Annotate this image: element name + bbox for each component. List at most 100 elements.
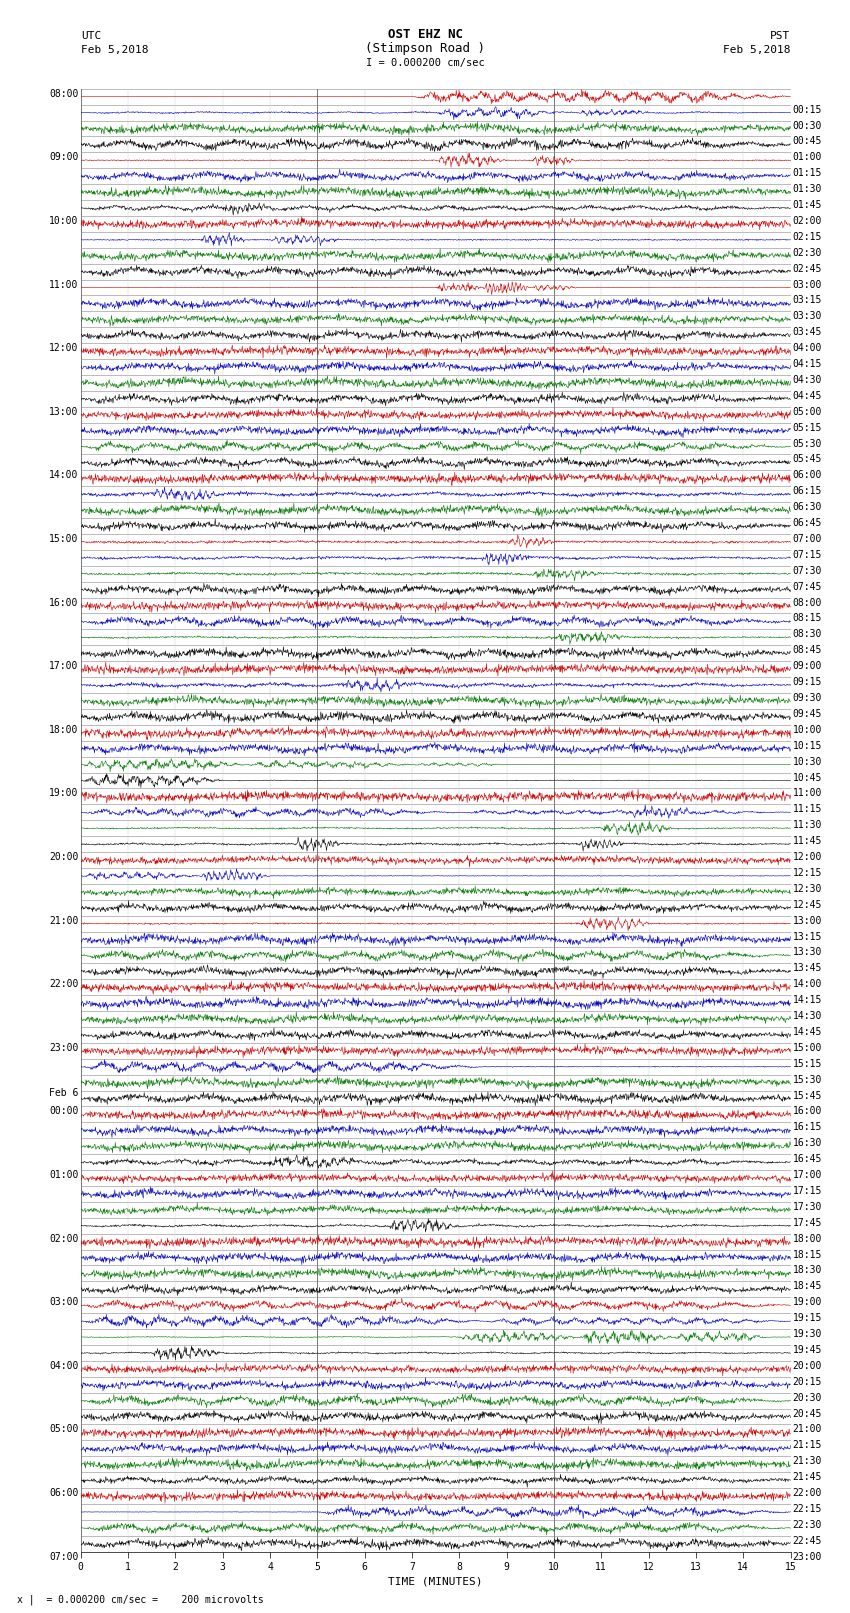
Text: 13:30: 13:30 (793, 947, 822, 958)
Text: 10:00: 10:00 (793, 724, 822, 736)
Text: 12:30: 12:30 (793, 884, 822, 894)
Text: 20:00: 20:00 (49, 852, 78, 861)
Text: I = 0.000200 cm/sec: I = 0.000200 cm/sec (366, 58, 484, 68)
Text: 20:30: 20:30 (793, 1392, 822, 1403)
Text: 22:30: 22:30 (793, 1519, 822, 1529)
Text: 02:30: 02:30 (793, 248, 822, 258)
Text: 13:15: 13:15 (793, 932, 822, 942)
Text: 21:00: 21:00 (793, 1424, 822, 1434)
Text: 05:30: 05:30 (793, 439, 822, 448)
Text: 15:00: 15:00 (793, 1044, 822, 1053)
Text: 15:00: 15:00 (49, 534, 78, 544)
Text: 01:00: 01:00 (793, 152, 822, 163)
Text: 19:15: 19:15 (793, 1313, 822, 1323)
Text: 15:45: 15:45 (793, 1090, 822, 1100)
Text: 09:15: 09:15 (793, 677, 822, 687)
Text: 06:00: 06:00 (49, 1489, 78, 1498)
Text: 20:15: 20:15 (793, 1378, 822, 1387)
Text: 16:30: 16:30 (793, 1139, 822, 1148)
Text: 21:00: 21:00 (49, 916, 78, 926)
Text: 11:30: 11:30 (793, 821, 822, 831)
Text: 12:00: 12:00 (49, 344, 78, 353)
Text: 14:30: 14:30 (793, 1011, 822, 1021)
Text: 02:00: 02:00 (49, 1234, 78, 1244)
Text: 22:45: 22:45 (793, 1536, 822, 1545)
Text: 13:00: 13:00 (49, 406, 78, 416)
Text: 04:45: 04:45 (793, 390, 822, 402)
Text: 20:00: 20:00 (793, 1361, 822, 1371)
Text: 19:00: 19:00 (793, 1297, 822, 1307)
Text: 04:00: 04:00 (49, 1361, 78, 1371)
Text: 11:45: 11:45 (793, 836, 822, 847)
Text: 21:45: 21:45 (793, 1473, 822, 1482)
Text: 15:15: 15:15 (793, 1058, 822, 1069)
Text: OST EHZ NC: OST EHZ NC (388, 27, 462, 40)
Text: 19:30: 19:30 (793, 1329, 822, 1339)
Text: 07:00: 07:00 (793, 534, 822, 544)
Text: 19:00: 19:00 (49, 789, 78, 798)
Text: 07:30: 07:30 (793, 566, 822, 576)
Text: 09:45: 09:45 (793, 708, 822, 719)
Text: 06:30: 06:30 (793, 502, 822, 513)
Text: 00:30: 00:30 (793, 121, 822, 131)
Text: 08:15: 08:15 (793, 613, 822, 624)
Text: 03:15: 03:15 (793, 295, 822, 305)
Text: PST: PST (770, 31, 790, 40)
Text: 23:00: 23:00 (793, 1552, 822, 1561)
Text: 07:00: 07:00 (49, 1552, 78, 1561)
Text: 14:15: 14:15 (793, 995, 822, 1005)
Text: 12:15: 12:15 (793, 868, 822, 877)
Text: 08:00: 08:00 (49, 89, 78, 98)
Text: 17:30: 17:30 (793, 1202, 822, 1211)
Text: UTC: UTC (81, 31, 101, 40)
Text: 18:45: 18:45 (793, 1281, 822, 1292)
Text: (Stimpson Road ): (Stimpson Road ) (365, 42, 485, 55)
Text: 11:00: 11:00 (793, 789, 822, 798)
Text: 18:30: 18:30 (793, 1266, 822, 1276)
Text: 09:00: 09:00 (49, 152, 78, 163)
Text: 05:00: 05:00 (49, 1424, 78, 1434)
Text: 10:15: 10:15 (793, 740, 822, 750)
Text: Feb 5,2018: Feb 5,2018 (723, 45, 791, 55)
Text: 05:00: 05:00 (793, 406, 822, 416)
Text: Feb 6: Feb 6 (49, 1089, 78, 1098)
Text: 21:30: 21:30 (793, 1457, 822, 1466)
Text: Feb 5,2018: Feb 5,2018 (81, 45, 148, 55)
Text: 08:30: 08:30 (793, 629, 822, 639)
Text: 18:00: 18:00 (793, 1234, 822, 1244)
Text: 23:00: 23:00 (49, 1044, 78, 1053)
Text: 15:30: 15:30 (793, 1074, 822, 1084)
Text: 16:00: 16:00 (49, 597, 78, 608)
Text: 04:30: 04:30 (793, 374, 822, 386)
Text: 22:15: 22:15 (793, 1503, 822, 1515)
Text: 22:00: 22:00 (49, 979, 78, 989)
Text: 06:00: 06:00 (793, 471, 822, 481)
Text: 22:00: 22:00 (793, 1489, 822, 1498)
Text: x |  = 0.000200 cm/sec =    200 microvolts: x | = 0.000200 cm/sec = 200 microvolts (17, 1594, 264, 1605)
Text: 13:00: 13:00 (793, 916, 822, 926)
Text: 01:15: 01:15 (793, 168, 822, 177)
Text: 21:15: 21:15 (793, 1440, 822, 1450)
Text: 14:00: 14:00 (793, 979, 822, 989)
Text: 03:00: 03:00 (793, 279, 822, 290)
X-axis label: TIME (MINUTES): TIME (MINUTES) (388, 1576, 483, 1586)
Text: 01:30: 01:30 (793, 184, 822, 194)
Text: 10:30: 10:30 (793, 756, 822, 766)
Text: 16:45: 16:45 (793, 1155, 822, 1165)
Text: 04:00: 04:00 (793, 344, 822, 353)
Text: 17:00: 17:00 (49, 661, 78, 671)
Text: 11:15: 11:15 (793, 805, 822, 815)
Text: 03:00: 03:00 (49, 1297, 78, 1307)
Text: 03:45: 03:45 (793, 327, 822, 337)
Text: 08:00: 08:00 (793, 597, 822, 608)
Text: 02:45: 02:45 (793, 263, 822, 274)
Text: 16:15: 16:15 (793, 1123, 822, 1132)
Text: 09:00: 09:00 (793, 661, 822, 671)
Text: 05:45: 05:45 (793, 455, 822, 465)
Text: 02:00: 02:00 (793, 216, 822, 226)
Text: 16:00: 16:00 (793, 1107, 822, 1116)
Text: 19:45: 19:45 (793, 1345, 822, 1355)
Text: 12:00: 12:00 (793, 852, 822, 861)
Text: 07:15: 07:15 (793, 550, 822, 560)
Text: 11:00: 11:00 (49, 279, 78, 290)
